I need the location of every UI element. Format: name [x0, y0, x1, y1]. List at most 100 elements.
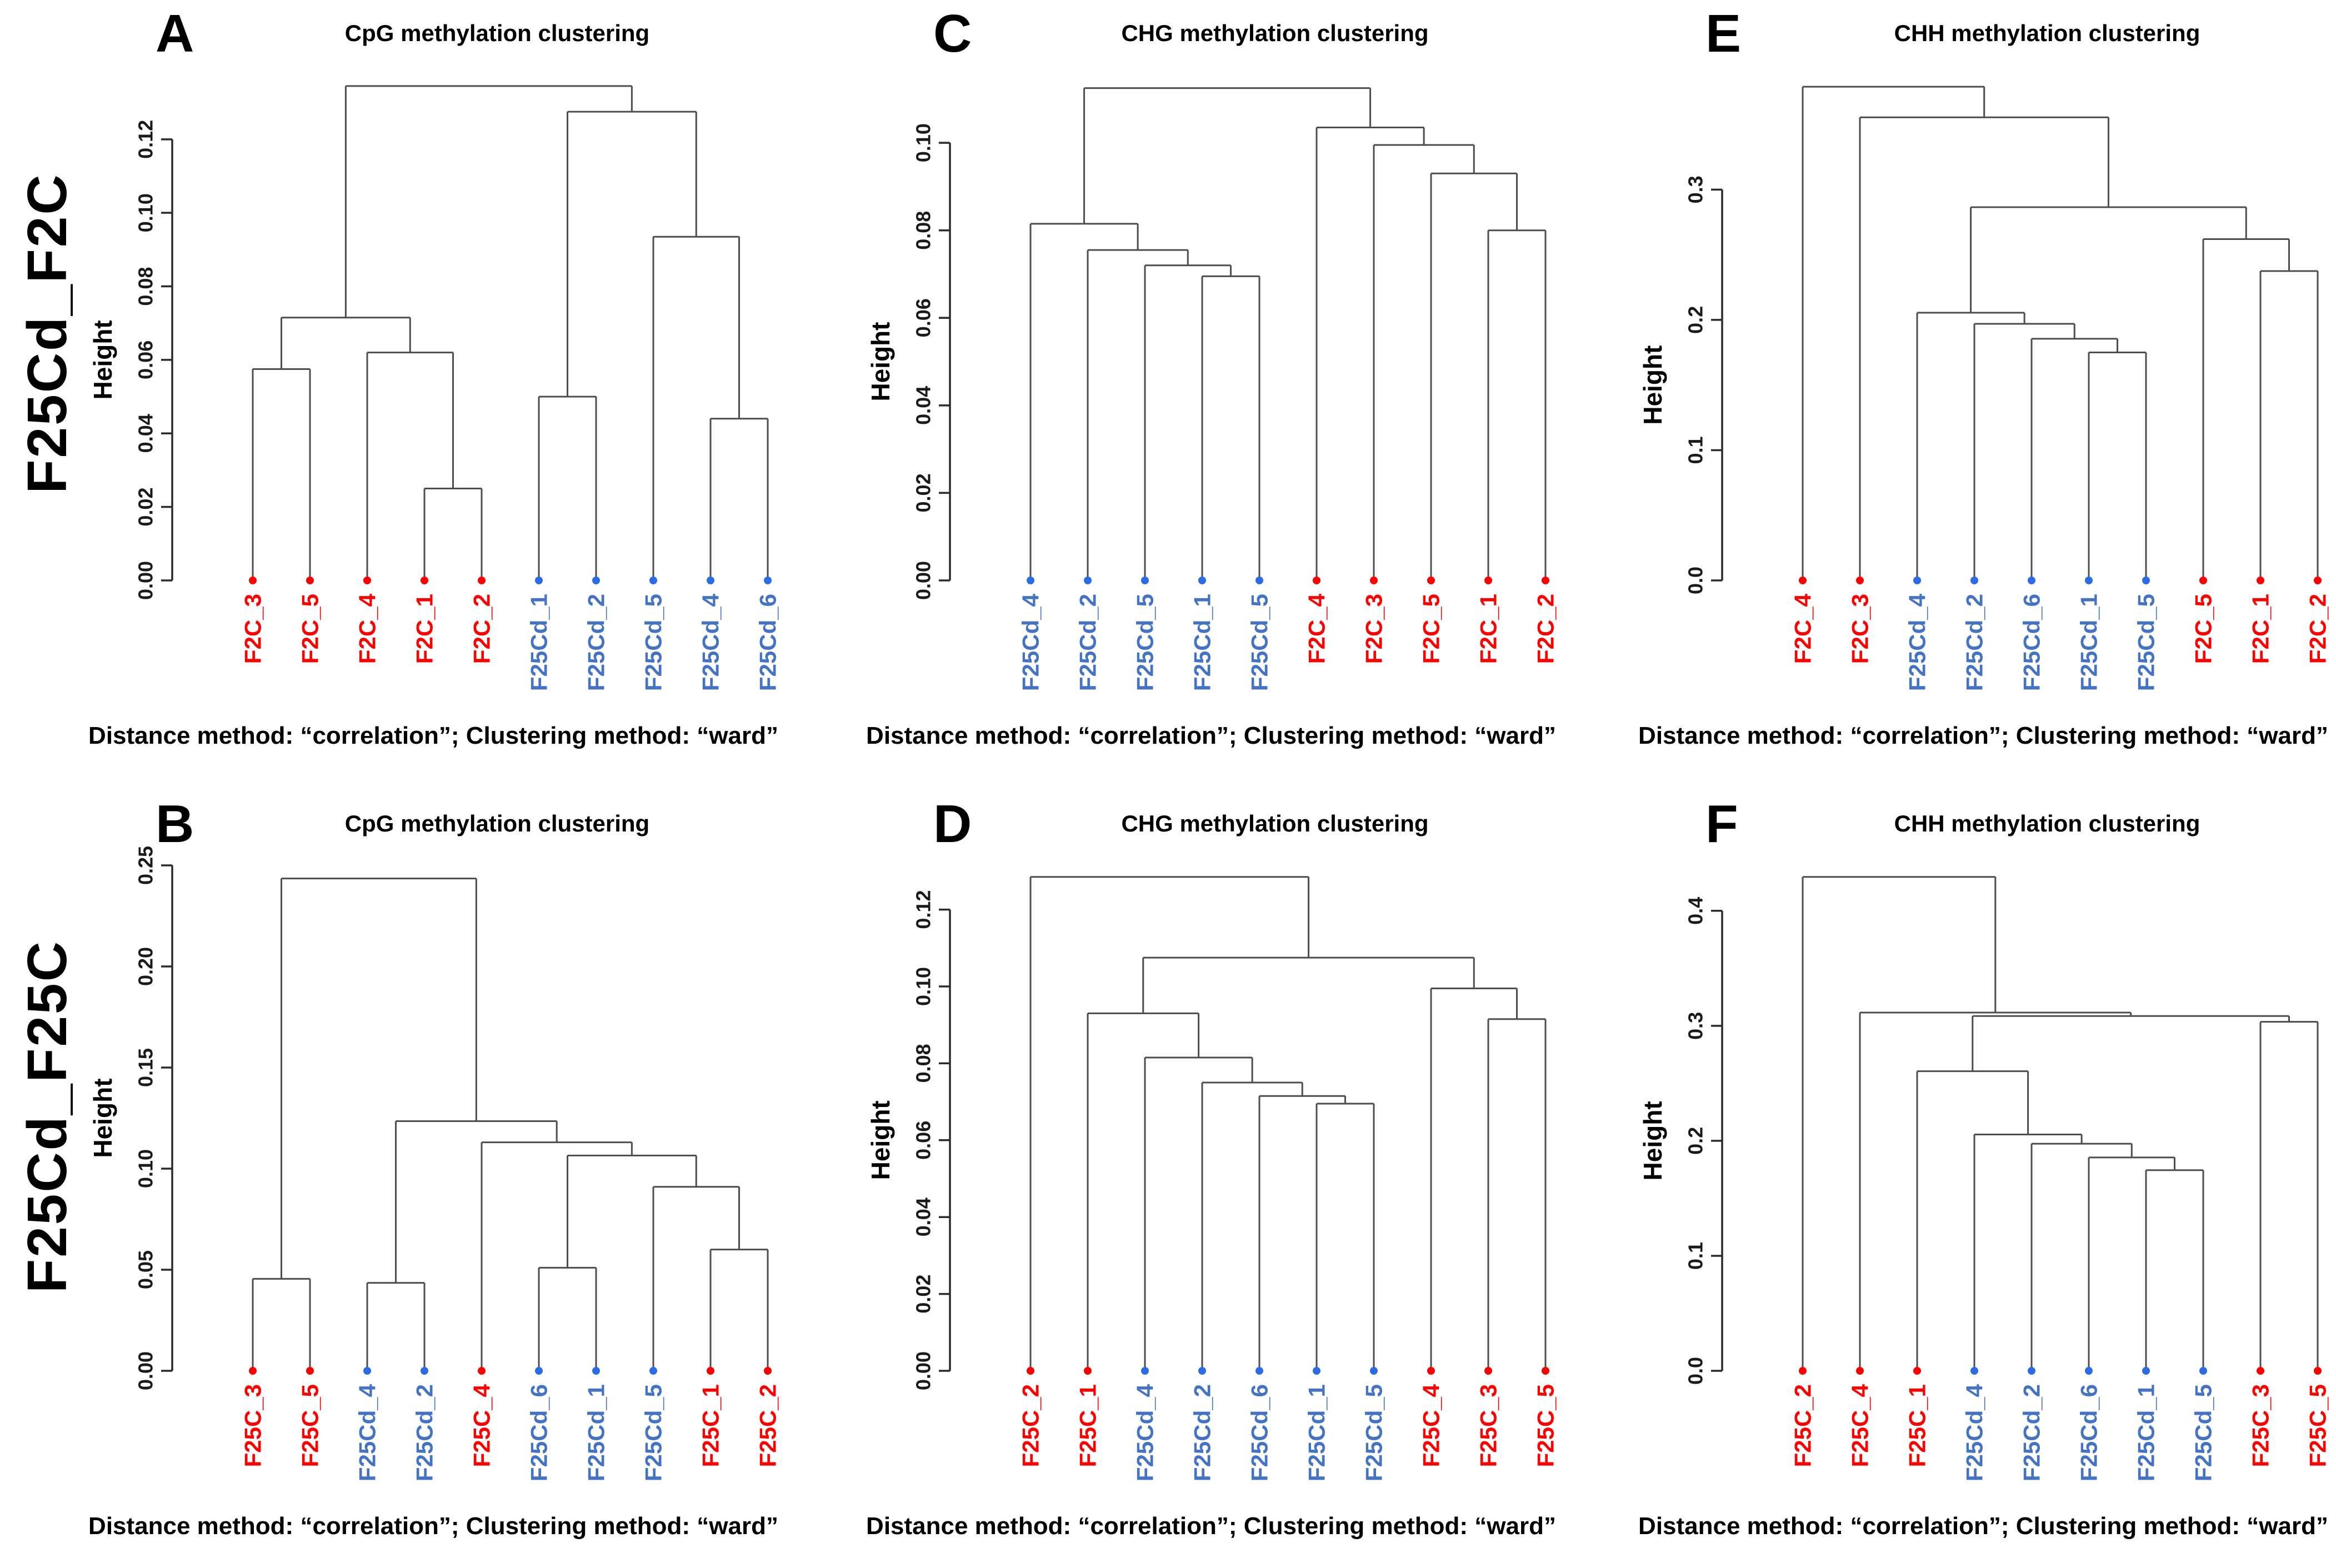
- leaf-label: F2C_1: [2248, 594, 2274, 664]
- panel-letter-b: B: [156, 794, 194, 854]
- leaf-label: F25C_3: [240, 1384, 266, 1467]
- leaf-label: F25C_2: [1790, 1384, 1816, 1467]
- leaf-dot: [2257, 577, 2264, 584]
- y-tick-label: 0.08: [134, 267, 157, 306]
- leaf-label: F25Cd_4: [1962, 1384, 1988, 1481]
- y-tick-label: 0.04: [134, 414, 157, 453]
- leaf-dot: [1427, 1367, 1435, 1375]
- y-tick-label: 0.04: [912, 386, 935, 425]
- leaf-dot: [1427, 577, 1435, 584]
- leaf-dot: [1913, 1367, 1921, 1375]
- leaf-label: F25C_2: [755, 1384, 781, 1467]
- panel-e: E CHH methylation clustering 0.0 0.1 0.2 0.…: [1580, 0, 2336, 778]
- y-tick-label: 0.12: [912, 890, 935, 929]
- leaf-dot: [478, 577, 486, 584]
- y-tick-label: 0.06: [912, 1121, 935, 1160]
- leaf-dot: [363, 1367, 371, 1375]
- y-tick-label: 0.08: [912, 1044, 935, 1083]
- y-tick-label: 0.0: [1684, 1357, 1707, 1385]
- dendrogram-e: 0.0 0.1 0.2 0.3 Height F2C_4 F2C_3 F25Cd_4 F25Cd…: [1638, 86, 2331, 691]
- leaf-dot: [1970, 577, 1978, 584]
- panel-b: B CpG methylation clustering 0.00 0.05 0.1…: [31, 790, 792, 1568]
- leaf-label: F25Cd_1: [1189, 594, 1215, 691]
- leaf-label: F25Cd_2: [583, 594, 609, 691]
- leaf-label: F25C_2: [1018, 1384, 1044, 1467]
- panel-title-b: CpG methylation clustering: [344, 810, 650, 836]
- leaf-dot: [249, 1367, 257, 1375]
- y-axis-label: Height: [866, 1100, 895, 1180]
- y-tick-label: 0.2: [1684, 306, 1707, 334]
- y-tick-label: 0.2: [1684, 1127, 1707, 1155]
- leaf-label: F25Cd_6: [755, 594, 781, 691]
- leaf-label: F25Cd_6: [1247, 1384, 1273, 1481]
- leaf-label: F2C_4: [1304, 593, 1330, 664]
- leaf-label: F2C_4: [1790, 593, 1816, 664]
- leaf-dot: [1542, 1367, 1549, 1375]
- leaf-dot: [1913, 577, 1921, 584]
- leaf-label: F25Cd_5: [2190, 1384, 2217, 1481]
- y-tick-label: 0.05: [134, 1250, 157, 1289]
- leaf-label: F2C_2: [469, 594, 495, 664]
- dendrogram-b: 0.00 0.05 0.10 0.15 0.20 0.25 Height F25C_3 F25C…: [88, 846, 781, 1481]
- leaf-dot: [1370, 577, 1378, 584]
- leaf-dot: [2028, 1367, 2035, 1375]
- leaf-dot: [1084, 1367, 1092, 1375]
- y-tick-label: 0.00: [134, 561, 157, 600]
- y-tick-label: 0.25: [134, 846, 157, 885]
- y-tick-label: 0.00: [912, 561, 935, 600]
- y-tick-label: 0.04: [912, 1198, 935, 1236]
- leaf-label: F2C_2: [2305, 594, 2331, 664]
- leaf-label: F25C_1: [1075, 1384, 1101, 1467]
- leaf-dot: [2257, 1367, 2264, 1375]
- y-tick-label: 0.12: [134, 120, 157, 159]
- leaf-dot: [1141, 1367, 1149, 1375]
- dendrogram-a: 0.00 0.02 0.04 0.06 0.08 0.10 0.12 Height F2C_3 F…: [88, 85, 781, 691]
- leaf-label: F25C_4: [1418, 1384, 1444, 1467]
- leaf-label: F25Cd_2: [2019, 1384, 2045, 1481]
- leaf-dot: [1799, 577, 1807, 584]
- leaf-dot: [2314, 1367, 2322, 1375]
- panel-caption-e: Distance method: “correlation”; Clusteri…: [1638, 722, 2328, 749]
- leaf-dot: [1313, 577, 1320, 584]
- panel-letter-e: E: [1705, 4, 1742, 63]
- panel-caption-f: Distance method: “correlation”; Clusteri…: [1638, 1512, 2328, 1540]
- dendrogram-c: 0.00 0.02 0.04 0.06 0.08 0.10 Height F25Cd_4 F25…: [866, 87, 1559, 691]
- leaf-dot: [764, 577, 772, 584]
- leaf-dot: [363, 577, 371, 584]
- leaf-dot: [1313, 1367, 1320, 1375]
- leaf-label: F25Cd_5: [641, 594, 667, 691]
- leaf-dot: [535, 577, 543, 584]
- leaf-dot: [2142, 577, 2150, 584]
- y-tick-label: 0.00: [134, 1351, 157, 1390]
- y-tick-label: 0.02: [912, 1275, 935, 1314]
- leaf-label: F25C_5: [2305, 1384, 2331, 1467]
- leaf-label: F25Cd_6: [526, 1384, 552, 1481]
- panel-f: F CHH methylation clustering 0.0 0.1 0.2 0.…: [1580, 790, 2336, 1568]
- leaf-dot: [1484, 577, 1492, 584]
- y-axis-label: Height: [1638, 345, 1667, 425]
- leaf-label: F25Cd_4: [1904, 593, 1930, 691]
- y-tick-label: 0.15: [134, 1048, 157, 1087]
- leaf-dot: [2199, 1367, 2207, 1375]
- y-tick-label: 0.08: [912, 211, 935, 250]
- panel-letter-a: A: [156, 4, 194, 63]
- leaf-dot: [1141, 577, 1149, 584]
- panel-caption-d: Distance method: “correlation”; Clusteri…: [866, 1512, 1556, 1540]
- leaf-dot: [2142, 1367, 2150, 1375]
- y-tick-label: 0.1: [1684, 1242, 1707, 1270]
- leaf-dot: [1856, 577, 1864, 584]
- leaf-dot: [2199, 577, 2207, 584]
- leaf-dot: [1970, 1367, 1978, 1375]
- leaf-dot: [306, 1367, 314, 1375]
- leaf-dot: [1856, 1367, 1864, 1375]
- leaf-label: F25Cd_4: [1132, 1384, 1158, 1481]
- y-axis-label: Height: [1638, 1101, 1667, 1180]
- leaf-dot: [1027, 577, 1034, 584]
- leaf-dot: [1198, 1367, 1206, 1375]
- panel-caption-c: Distance method: “correlation”; Clusteri…: [866, 722, 1556, 749]
- panel-letter-d: D: [933, 794, 972, 854]
- leaf-label: F25Cd_5: [1361, 1384, 1387, 1481]
- leaf-label: F25C_5: [1533, 1384, 1559, 1467]
- y-tick-label: 0.00: [912, 1351, 935, 1390]
